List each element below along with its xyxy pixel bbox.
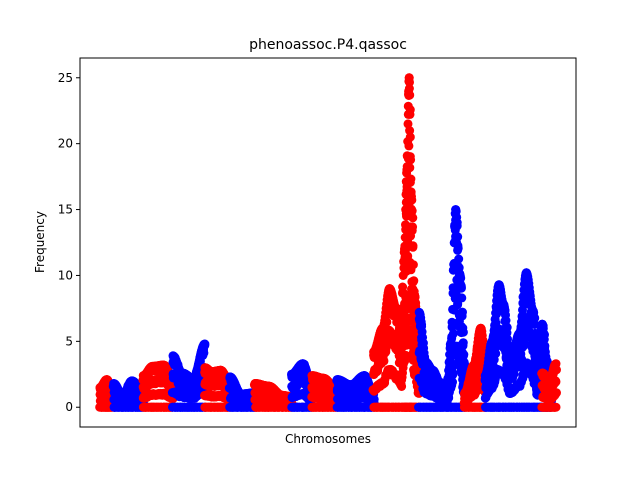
data-point	[405, 126, 415, 136]
data-point	[407, 206, 417, 216]
data-point	[449, 329, 458, 338]
data-point	[448, 368, 458, 378]
data-point	[405, 132, 415, 142]
data-point	[452, 221, 462, 231]
data-point	[459, 350, 469, 360]
data-point	[200, 339, 210, 349]
data-point	[452, 212, 462, 222]
data-point	[458, 338, 468, 348]
data-point	[382, 317, 392, 327]
data-point	[448, 377, 457, 387]
data-point	[405, 77, 414, 87]
data-point	[407, 195, 417, 205]
data-point	[456, 281, 466, 291]
data-point	[453, 243, 463, 253]
data-point	[456, 273, 466, 283]
data-point	[405, 163, 415, 173]
series-11	[368, 73, 425, 412]
data-point	[408, 241, 418, 251]
data-point	[406, 174, 416, 184]
series-4	[167, 339, 210, 412]
data-point	[411, 298, 421, 308]
data-point	[408, 213, 418, 223]
data-point	[457, 293, 467, 303]
series-8	[287, 359, 317, 412]
data-point	[404, 141, 414, 151]
data-point	[401, 350, 411, 360]
series-7	[249, 379, 297, 412]
data-point	[408, 260, 418, 270]
data-point	[398, 282, 408, 292]
data-point	[199, 348, 209, 358]
data-point	[406, 155, 416, 165]
plot-area	[95, 73, 561, 412]
data-point	[408, 222, 418, 232]
data-point	[453, 232, 463, 242]
data-point	[454, 254, 464, 264]
data-point	[409, 276, 419, 286]
data-point	[379, 356, 389, 366]
data-point	[457, 308, 467, 317]
data-point	[405, 109, 415, 119]
data-point	[458, 323, 468, 333]
data-point	[405, 90, 415, 100]
chart-title: phenoassoc.P4.qassoc	[249, 37, 407, 53]
